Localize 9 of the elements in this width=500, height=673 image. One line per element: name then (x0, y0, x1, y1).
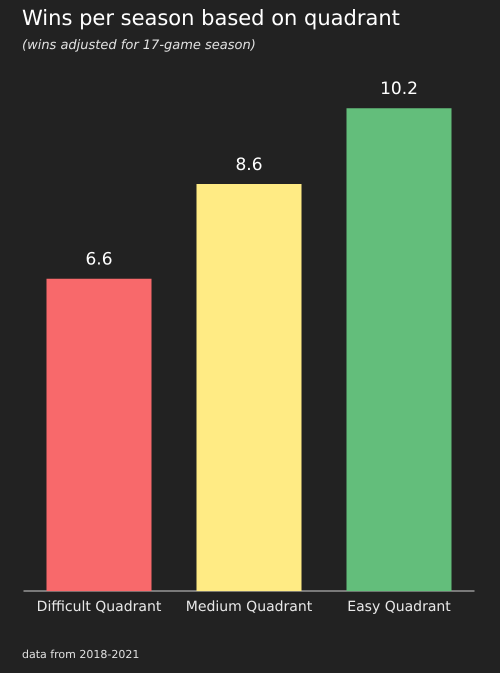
x-tick-label: Difficult Quadrant (36, 599, 162, 616)
chart-title: Wins per season based on quadrant (22, 6, 400, 30)
data-label: 8.6 (235, 154, 263, 175)
text: data from 2018-2021 (22, 648, 140, 661)
data-label: 10.2 (380, 79, 418, 100)
x-tick-label: Medium Quadrant (186, 599, 313, 616)
x-tick-label: Easy Quadrant (347, 599, 452, 616)
chart-subtitle: (wins adjusted for 17-game season) (22, 38, 256, 53)
data-label: 6.6 (85, 250, 113, 270)
